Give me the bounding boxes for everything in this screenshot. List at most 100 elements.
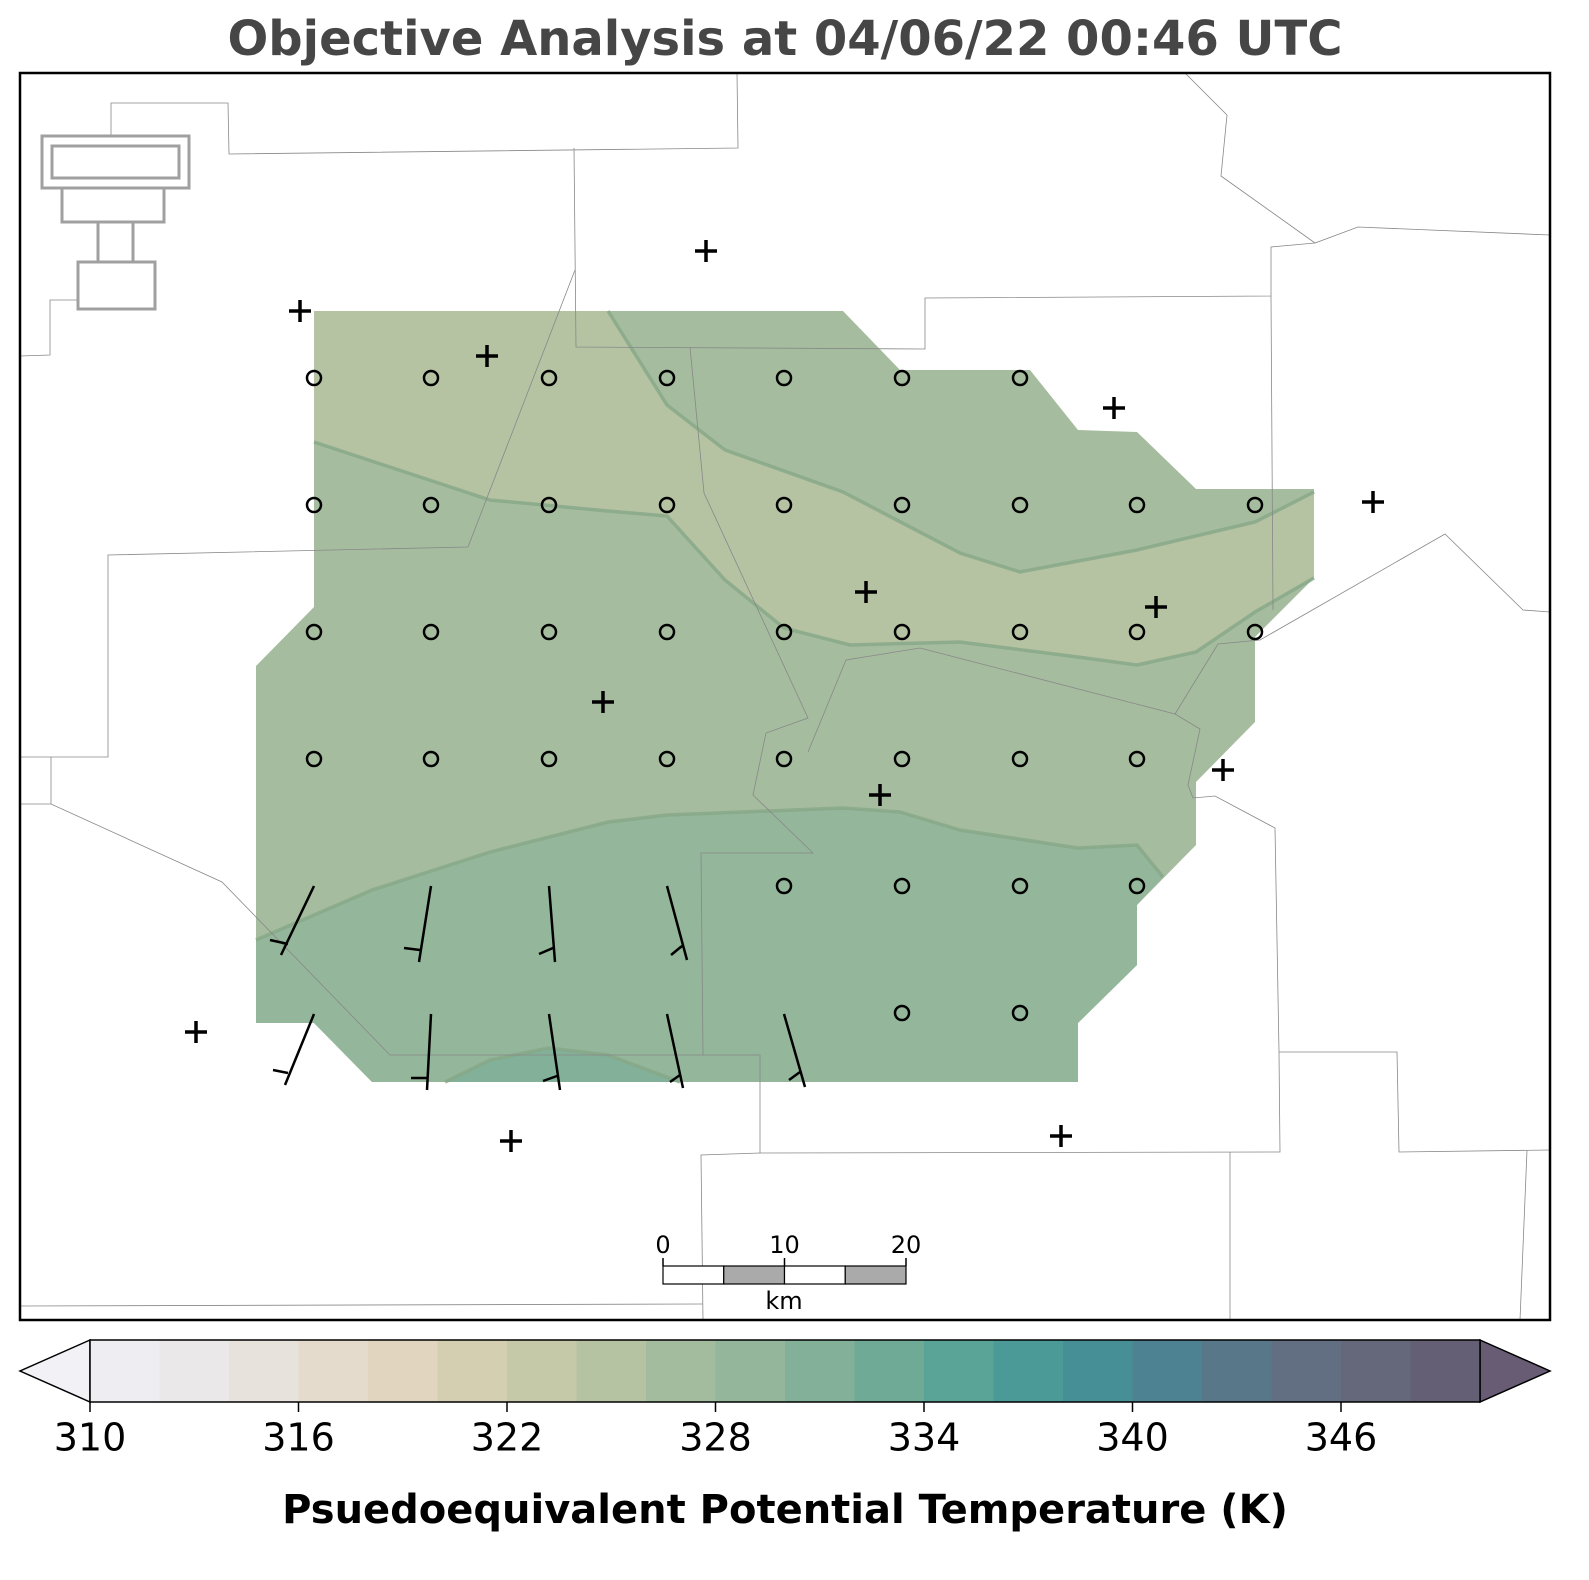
calm-station	[775, 750, 793, 768]
station-marker	[1103, 397, 1125, 419]
county-line	[573, 147, 1316, 350]
county-line	[20, 346, 814, 1056]
colorbar-bin	[368, 1340, 438, 1402]
calm-station	[775, 369, 793, 387]
calm-station	[775, 496, 793, 514]
calm-station	[893, 1004, 911, 1022]
colorbar-bin	[646, 1340, 716, 1402]
calm-station	[658, 496, 676, 514]
county-line	[20, 269, 576, 758]
calm-station	[1246, 496, 1264, 514]
logo-part	[60, 186, 166, 224]
calm-station	[658, 369, 676, 387]
scale-segment	[783, 1265, 846, 1285]
scale-segment	[662, 1265, 725, 1285]
analysis-band	[314, 311, 1314, 665]
station-marker	[1145, 596, 1167, 618]
colorbar-bin	[854, 1340, 925, 1402]
station-marker	[289, 300, 311, 322]
calm-station	[658, 623, 676, 641]
map-frame	[18, 71, 1552, 1322]
calm-station	[1011, 750, 1029, 768]
scale-tick-label: 10	[769, 1231, 800, 1259]
colorbar-bin	[90, 1340, 160, 1402]
scale-bar: km 0 10 20	[655, 1231, 921, 1315]
station-marker	[855, 581, 877, 603]
calm-station	[893, 750, 911, 768]
county-line	[807, 647, 1551, 1153]
calm-station	[422, 623, 440, 641]
colorbar-bin	[576, 1340, 647, 1402]
calm-station	[893, 877, 911, 895]
wind-barb	[538, 885, 557, 963]
scale-tick-label: 20	[891, 1231, 922, 1259]
colorbar-extension	[18, 1338, 91, 1404]
colorbar-tick-label: 316	[262, 1416, 335, 1460]
wind-barb	[665, 885, 689, 961]
county-line	[1184, 72, 1551, 244]
colorbar-bin	[229, 1340, 299, 1402]
county-line	[1270, 295, 1274, 611]
station-marker	[1050, 1125, 1072, 1147]
county-line	[1519, 1149, 1528, 1321]
colorbar-tick-label: 310	[54, 1416, 127, 1460]
calm-station	[1128, 750, 1146, 768]
calm-station	[1128, 496, 1146, 514]
scale-segment	[844, 1265, 907, 1285]
wind-barb	[782, 1013, 807, 1088]
colorbar-frame	[89, 1339, 1481, 1403]
calm-station	[893, 496, 911, 514]
calm-station	[1128, 623, 1146, 641]
colorbar-label: Psuedoequivalent Potential Temperature (…	[282, 1487, 1288, 1533]
colorbar-bin	[785, 1340, 855, 1402]
wind-barb	[542, 1013, 562, 1091]
colorbar-tick-label: 328	[679, 1416, 752, 1460]
calm-station	[893, 623, 911, 641]
county-lines	[19, 72, 1551, 1321]
colorbar-tick-label: 340	[1096, 1416, 1169, 1460]
colorbar-bin	[1132, 1340, 1203, 1402]
calm-station	[540, 750, 558, 768]
station-marker	[869, 784, 891, 806]
colorbar-bin	[715, 1340, 786, 1402]
calm-station	[305, 496, 323, 514]
colorbar-bin	[1410, 1340, 1481, 1402]
scale-unit: km	[765, 1287, 802, 1315]
contour	[255, 806, 1165, 942]
logo-part	[50, 144, 181, 180]
colorbar-bin	[437, 1340, 508, 1402]
calm-station	[1246, 623, 1264, 641]
county-line	[19, 1303, 704, 1307]
county-line	[1174, 533, 1551, 715]
title: Objective Analysis at 04/06/22 00:46 UTC	[228, 11, 1343, 67]
colorbar-extension	[1479, 1338, 1552, 1404]
county-line	[700, 1152, 761, 1321]
station-marker	[695, 240, 717, 262]
wind-barb	[665, 1013, 685, 1089]
colorbar-bin	[1202, 1340, 1272, 1402]
contour	[606, 310, 1315, 574]
calm-station	[540, 496, 558, 514]
station-marker	[1362, 491, 1384, 513]
station-marker	[1212, 759, 1234, 781]
calm-station	[1011, 496, 1029, 514]
calm-station	[540, 623, 558, 641]
calm-station	[305, 369, 323, 387]
station-marker	[476, 345, 498, 367]
county-line	[19, 72, 739, 357]
calm-station	[422, 496, 440, 514]
logo-part	[76, 260, 157, 311]
station-marker	[185, 1021, 207, 1043]
calm-station	[658, 750, 676, 768]
colorbar: Psuedoequivalent Potential Temperature (…	[18, 1338, 1552, 1533]
wind-barb	[403, 885, 433, 963]
contour	[444, 1046, 681, 1084]
calm-station	[1011, 877, 1029, 895]
calm-station	[540, 369, 558, 387]
calm-station	[1011, 369, 1029, 387]
map: km 0 10 20	[18, 71, 1552, 1322]
colorbar-bin	[1063, 1340, 1133, 1402]
calm-station	[775, 877, 793, 895]
wind-barb	[272, 1013, 316, 1086]
